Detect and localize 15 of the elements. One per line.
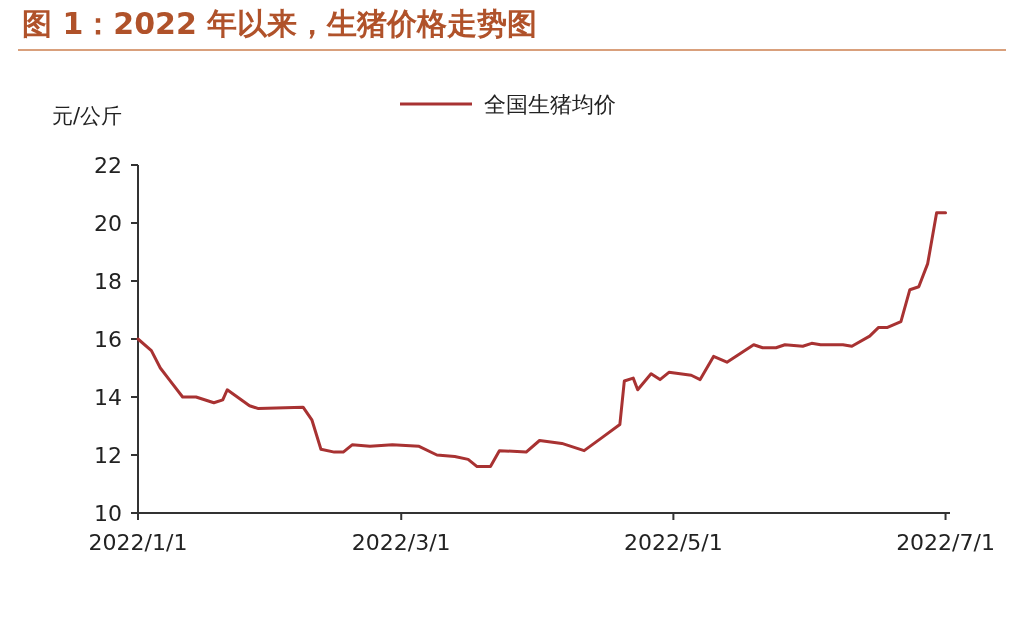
y-axis-title: 元/公斤 <box>52 104 123 128</box>
x-tick-label: 2022/3/1 <box>351 530 451 555</box>
y-tick-label: 18 <box>94 268 122 294</box>
legend: 全国生猪均价 <box>400 91 616 117</box>
y-tick-label: 22 <box>94 152 122 178</box>
y-tick-label: 20 <box>94 210 122 236</box>
y-tick-label: 16 <box>94 326 122 352</box>
legend-label: 全国生猪均价 <box>484 91 616 117</box>
x-tick-label: 2022/5/1 <box>623 530 723 555</box>
y-tick-label: 10 <box>94 500 122 526</box>
x-tick-label: 2022/1/1 <box>88 530 188 555</box>
x-tick-label: 2022/7/1 <box>896 530 995 555</box>
chart-title: 图 1：2022 年以来，生猪价格走势图 <box>22 6 538 41</box>
y-tick-label: 14 <box>94 384 122 410</box>
y-tick-label: 12 <box>94 442 122 468</box>
